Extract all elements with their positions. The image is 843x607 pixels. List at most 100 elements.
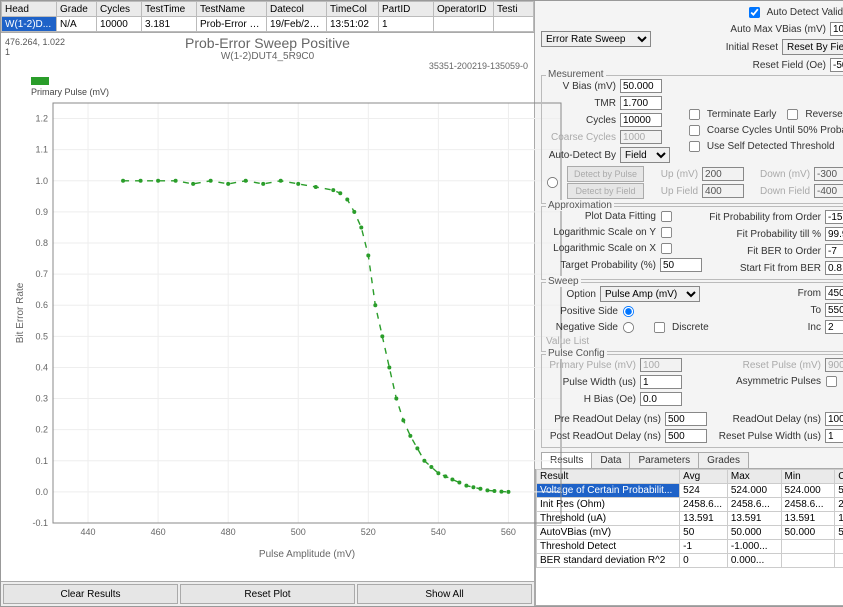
discrete-checkbox[interactable] [654,322,665,333]
chart-svg: 440460480500520540560-0.10.00.10.20.30.4… [13,93,571,563]
svg-text:440: 440 [81,527,96,537]
svg-text:0.5: 0.5 [35,331,48,341]
initial-reset-label: Initial Reset [726,42,778,53]
results-tabs[interactable]: ResultsDataParametersGrades [541,452,843,469]
up-field-input [702,184,744,198]
terminate-early-label: Terminate Early [707,109,776,120]
table-row[interactable]: Voltage of Certain Probabilit...524524.0… [537,484,843,498]
reset-pulse-width-input[interactable] [825,429,843,443]
asym-pulses-label: Asymmetric Pulses [726,376,821,387]
pulse-width-input[interactable] [640,375,682,389]
svg-text:0.0: 0.0 [35,487,48,497]
auto-detect-vbias-checkbox[interactable] [749,7,760,18]
down-field-label: Down Field [750,186,810,197]
vbias-label: V Bias (mV) [546,81,616,92]
fit-till-label: Fit Probability till % [706,229,821,240]
positive-side-label: Positive Side [546,306,618,317]
auto-detect-vbias-label: Auto Detect Valid VBias [767,7,843,18]
reset-field-input[interactable] [830,58,843,72]
option-label: Option [546,289,596,300]
tab-data[interactable]: Data [591,452,630,468]
table-row[interactable]: Init Res (Ohm)2458.6...2458.6...2458.6..… [537,498,843,512]
start-ber-input[interactable] [825,261,843,275]
detect-mode-radio[interactable] [547,177,558,188]
cycles-label: Cycles [546,115,616,126]
hbias-label: H Bias (Oe) [546,394,636,405]
primary-pulse-input [640,358,682,372]
plotfit-checkbox[interactable] [661,211,672,222]
svg-text:0.7: 0.7 [35,269,48,279]
initial-reset-select[interactable]: Reset By Field [782,39,843,55]
chart-id: 35351-200219-135059-0 [429,61,528,71]
useself-label: Use Self Detected Threshold [707,141,835,152]
hbias-input[interactable] [640,392,682,406]
svg-text:540: 540 [431,527,446,537]
svg-text:0.9: 0.9 [35,207,48,217]
terminate-early-checkbox[interactable] [689,109,700,120]
svg-text:0.1: 0.1 [35,456,48,466]
up-field-label: Up Field [650,186,698,197]
coarse-cycles-label: Coarse Cycles [546,132,616,143]
reverse-mtj-checkbox[interactable] [787,109,798,120]
reset-pulse-input [825,358,843,372]
positive-side-radio[interactable] [623,306,634,317]
fit-order-label: Fit Probability from Order [706,212,821,223]
ber-order-input[interactable] [825,244,843,258]
clear-results-button[interactable]: Clear Results [3,584,178,604]
tab-parameters[interactable]: Parameters [629,452,699,468]
reset-plot-button[interactable]: Reset Plot [180,584,355,604]
down-mv-label: Down (mV) [750,169,810,180]
inc-input[interactable] [825,320,843,334]
useself-checkbox[interactable] [689,141,700,152]
pre-readout-input[interactable] [665,412,707,426]
up-mv-input [702,167,744,181]
negative-side-radio[interactable] [623,322,634,333]
svg-text:0.3: 0.3 [35,394,48,404]
asym-pulses-checkbox[interactable] [826,376,837,387]
table-row[interactable]: Threshold (uA)13.59113.59113.59113.5(..) [537,512,843,526]
to-input[interactable] [825,303,843,317]
results-table-wrap[interactable]: ResultAvgMaxMinC1Voltage of Certain Prob… [535,469,843,606]
logx-checkbox[interactable] [661,243,672,254]
reset-field-label: Reset Field (Oe) [753,60,826,71]
legend-swatch [31,77,49,85]
measurement-group-title: Mesurement [546,69,606,80]
cycles-input[interactable] [620,113,662,127]
table-row[interactable]: Threshold Detect-1-1.000... [537,540,843,554]
tmr-input[interactable] [620,96,662,110]
target-prob-input[interactable] [660,258,702,272]
show-all-button[interactable]: Show All [357,584,532,604]
autodetectby-label: Auto-Detect By [546,150,616,161]
auto-max-vbias-input[interactable] [830,22,843,36]
post-readout-input[interactable] [665,429,707,443]
negative-side-label: Negative Side [546,322,618,333]
reset-pulse-label: Reset Pulse (mV) [726,360,821,371]
logx-label: Logarithmic Scale on X [546,243,656,254]
autodetectby-select[interactable]: Field [620,147,670,163]
readout-delay-input[interactable] [825,412,843,426]
tmr-label: TMR [546,98,616,109]
target-prob-label: Target Probability (%) [546,260,656,271]
sweep-type-select[interactable]: Error Rate Sweep [541,31,651,47]
up-mv-label: Up (mV) [650,169,698,180]
tab-grades[interactable]: Grades [698,452,749,468]
svg-text:0.8: 0.8 [35,238,48,248]
coarse50-checkbox[interactable] [689,125,700,136]
from-input[interactable] [825,286,843,300]
sweep-group-title: Sweep [546,276,581,287]
fit-till-input[interactable] [825,227,843,241]
coarse50-label: Coarse Cycles Until 50% Probability [707,125,843,136]
logy-checkbox[interactable] [661,227,672,238]
inc-label: Inc [791,322,821,333]
vbias-input[interactable] [620,79,662,93]
detect-by-field-button: Detect by Field [567,183,644,199]
svg-text:0.6: 0.6 [35,300,48,310]
down-field-input [814,184,843,198]
table-row[interactable]: AutoVBias (mV)5050.00050.00050.0(..) [537,526,843,540]
fit-order-input[interactable] [825,210,843,224]
sweep-option-select[interactable]: Pulse Amp (mV) [600,286,700,302]
svg-text:560: 560 [501,527,516,537]
table-row[interactable]: BER standard deviation R^200.000... [537,554,843,568]
svg-text:460: 460 [151,527,166,537]
top-grid[interactable]: HeadGradeCyclesTestTimeTestNameDatecolTi… [1,1,534,33]
